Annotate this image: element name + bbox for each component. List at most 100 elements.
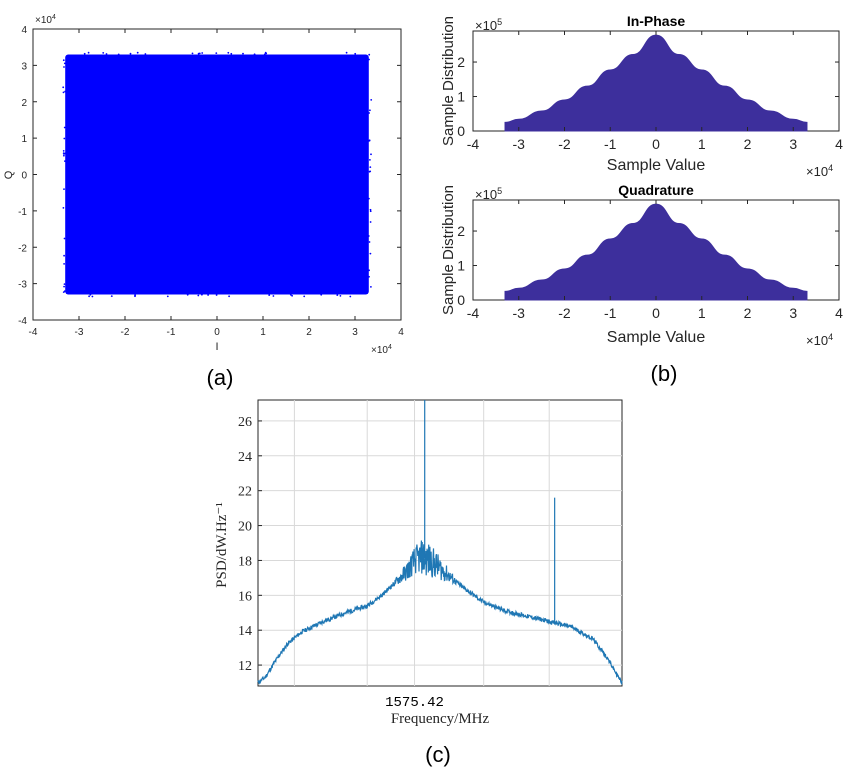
scatter-point (63, 126, 66, 129)
scatter-point (88, 295, 90, 298)
scatter-point (63, 263, 65, 265)
y-tick-label: 0 (21, 171, 27, 182)
y-tick-label: 20 (238, 520, 252, 535)
x-tick-label: -3 (513, 136, 526, 152)
panel-b2-quadrature: -4 -3 -2 -1 0 1 2 3 4 0 1 2 Quadrature ×105 ×104 Sa… (440, 182, 843, 348)
scatter-point (197, 52, 200, 55)
scatter-point (368, 53, 371, 56)
scatter-point (201, 293, 203, 296)
scatter-point (339, 295, 342, 297)
y-tick-label: 2 (457, 54, 465, 70)
scatter-point (63, 254, 65, 257)
x-tick-label: 2 (306, 327, 312, 338)
panel-b1-x-exponent: ×104 (806, 163, 833, 179)
y-tick-label: -3 (18, 280, 27, 291)
scatter-point (197, 294, 200, 297)
x-tick-label: 1 (260, 327, 266, 338)
scatter-point (117, 53, 120, 56)
panel-b2-xlabel: Sample Value (607, 329, 706, 346)
scatter-point (62, 59, 65, 62)
scatter-point (227, 51, 230, 54)
scatter-point (370, 99, 373, 101)
x-tick-label: -2 (121, 327, 130, 338)
scatter-point (368, 170, 371, 173)
scatter-point (369, 166, 372, 169)
scatter-point (368, 269, 370, 272)
panel-a-ylabel: Q (3, 170, 15, 179)
scatter-point (83, 52, 86, 55)
x-tick-label: -2 (558, 305, 571, 321)
y-tick-label: 4 (21, 25, 27, 36)
x-tick-label: -4 (29, 327, 38, 338)
scatter-point (268, 294, 271, 296)
scatter-point (63, 237, 66, 240)
panel-b1-xlabel: Sample Value (607, 157, 706, 174)
scatter-point (265, 52, 268, 55)
scatter-point (349, 295, 352, 298)
scatter-point (186, 293, 189, 296)
y-tick-label: 16 (238, 589, 252, 604)
y-tick-label: 18 (238, 554, 252, 569)
panel-a-y-exponent: ×104 (35, 14, 56, 26)
caption-b: (b) (651, 361, 678, 386)
scatter-point (289, 293, 292, 296)
x-tick-label: -3 (513, 305, 526, 321)
scatter-point (63, 137, 66, 140)
scatter-point (201, 52, 204, 54)
scatter-point (63, 66, 65, 68)
x-tick-label: 4 (835, 136, 843, 152)
y-tick-label: 26 (238, 415, 252, 430)
scatter-point (369, 252, 372, 255)
x-tick-label: -1 (167, 327, 176, 338)
x-tick-label: 4 (398, 327, 404, 338)
scatter-point (369, 109, 371, 112)
scatter-point (62, 150, 65, 152)
scatter-point (320, 293, 323, 296)
x-tick-label: 4 (835, 305, 843, 321)
scatter-point (368, 112, 370, 114)
x-tick-label: 1 (698, 305, 706, 321)
y-tick-label: -1 (18, 207, 27, 218)
panel-b1-title: In-Phase (627, 13, 686, 29)
psd-line (257, 540, 623, 686)
x-tick-label: -2 (558, 136, 571, 152)
scatter-point (369, 159, 371, 161)
scatter-point (368, 139, 371, 142)
y-tick-label: 1 (457, 258, 465, 274)
scatter-point (336, 294, 339, 296)
scatter-point (207, 294, 210, 296)
panel-b1-ylabel: Sample Distribution (440, 16, 457, 146)
scatter-point-cloud (65, 54, 369, 295)
y-tick-label: 24 (238, 450, 252, 465)
x-tick-label: -3 (75, 327, 84, 338)
x-tick-label: 0 (652, 136, 660, 152)
histogram-area (504, 34, 808, 132)
scatter-point (242, 52, 244, 55)
scatter-point (368, 58, 370, 61)
histogram-area (504, 203, 808, 301)
scatter-point (345, 51, 348, 54)
scatter-point (136, 51, 139, 54)
x-tick-label: 2 (744, 305, 752, 321)
panel-a-x-exponent: ×104 (371, 344, 392, 356)
scatter-point (369, 221, 372, 223)
scatter-point (105, 53, 108, 55)
y-tick-label: 2 (457, 223, 465, 239)
scatter-point (62, 207, 65, 209)
scatter-point (144, 53, 147, 55)
scatter-point (63, 153, 65, 155)
scatter-point (368, 241, 371, 243)
scatter-point (110, 295, 113, 297)
y-tick-label: 1 (21, 134, 27, 145)
scatter-point (370, 153, 372, 156)
y-tick-label: 12 (238, 659, 252, 674)
x-tick-label: 3 (789, 136, 797, 152)
panel-b2-title: Quadrature (618, 182, 694, 198)
x-tick-label: -4 (467, 305, 480, 321)
scatter-point (63, 154, 65, 157)
panel-a-xlabel: I (215, 341, 218, 353)
panel-c-psd: 12 14 16 18 20 22 24 26 1575.42 Frequency/MHz PS… (214, 399, 623, 727)
panel-b2-y-exponent: ×105 (475, 186, 502, 202)
scatter-point (191, 52, 194, 55)
